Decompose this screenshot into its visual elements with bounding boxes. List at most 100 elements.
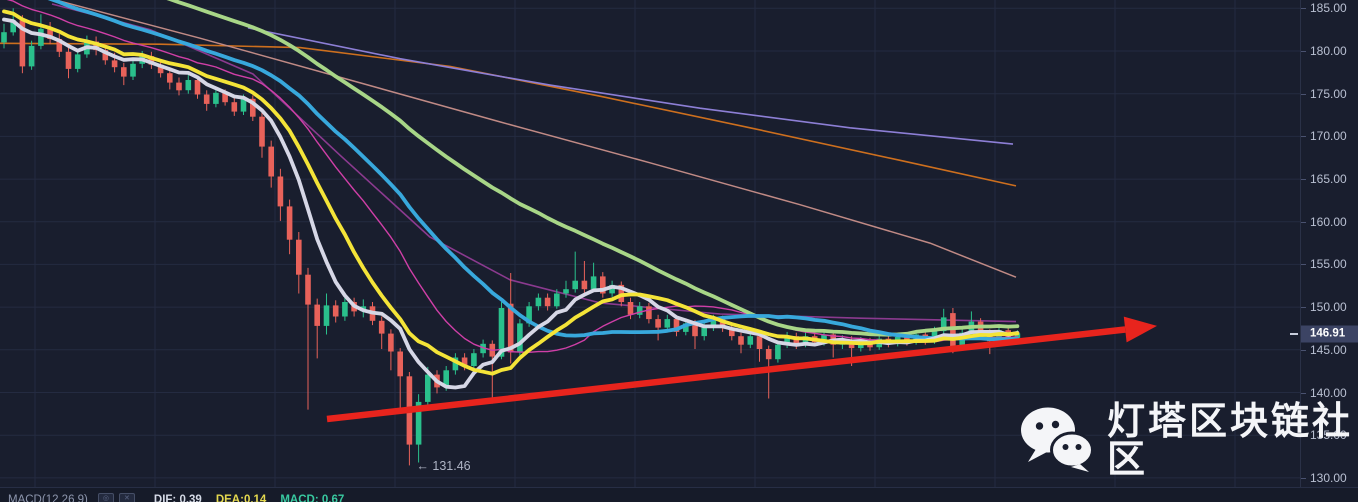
candle-body <box>378 320 385 334</box>
salmon-trend-line <box>54 0 1017 278</box>
axis-tick <box>1301 264 1306 266</box>
candle-body <box>821 334 827 343</box>
low-price-annotation: ← 131.46 <box>416 459 470 473</box>
chart-canvas[interactable]: ← 131.46 <box>0 0 1300 502</box>
ma-lines <box>2 0 1020 390</box>
candle-body <box>581 280 588 290</box>
indicator-value: DEA:0.14 <box>215 493 267 502</box>
candle-body <box>554 293 560 307</box>
axis-tick <box>1301 8 1306 10</box>
candle-body <box>176 82 182 91</box>
candle-body <box>600 276 606 294</box>
axis-label: 185.00 <box>1310 1 1347 16</box>
candle-body <box>231 102 238 112</box>
axis-label: 180.00 <box>1310 43 1347 58</box>
candle-body <box>268 146 274 177</box>
indicator-statusbar: MACD(12 26 9) ◎ ✕ DIF: 0.39 DEA:0.14 MACD:… <box>0 487 1358 502</box>
candle-body <box>793 336 800 345</box>
candle-body <box>507 303 514 353</box>
axis-tick <box>1301 136 1306 138</box>
candle-body <box>148 56 155 65</box>
macd-settings-icon[interactable]: ✕ <box>118 493 135 502</box>
MA55-line <box>166 0 1020 337</box>
candle-body <box>65 51 72 69</box>
macd-indicator-label[interactable]: MACD(12 26 9) <box>8 493 88 502</box>
indicator-value: MACD: 0.67 <box>280 493 345 502</box>
candle-body <box>729 327 735 337</box>
axis-label: 150.00 <box>1310 300 1347 315</box>
candle-body <box>323 305 330 326</box>
candle-body <box>222 92 228 103</box>
candle-body <box>47 28 53 39</box>
grid <box>0 0 1300 487</box>
candle-body <box>563 289 569 294</box>
candle-body <box>756 336 763 349</box>
candle-body <box>747 336 754 345</box>
axis-label: 135.00 <box>1310 428 1347 443</box>
candle-body <box>544 297 551 307</box>
candle-body <box>111 60 118 68</box>
candle-body <box>1 32 7 43</box>
candle-body <box>802 336 809 345</box>
candle-body <box>240 98 247 112</box>
current-price-tick <box>1290 332 1298 335</box>
axis-tick <box>1301 392 1306 394</box>
candle-body <box>683 323 689 332</box>
candle-body <box>710 319 717 328</box>
axis-tick <box>1301 307 1306 309</box>
MA20-line <box>6 0 1019 353</box>
macd-visibility-icon[interactable]: ◎ <box>97 493 114 502</box>
candle-body <box>655 319 661 328</box>
candle-body <box>719 319 726 328</box>
indicator-value: DIF: 0.39 <box>153 493 202 502</box>
candle-body <box>342 302 348 317</box>
candle-body <box>250 98 256 117</box>
axis-label: 170.00 <box>1310 129 1347 144</box>
MA12-line <box>2 9 1020 376</box>
price-axis[interactable]: 185.00 180.00 175.00 170.00 165.00 160.00 155.… <box>1300 0 1358 488</box>
candle-body <box>590 276 597 290</box>
candle-body <box>692 323 698 337</box>
candle-body <box>203 94 210 104</box>
candle-body <box>10 20 16 33</box>
candle-body <box>286 206 293 240</box>
candle-body <box>498 308 505 357</box>
candle-body <box>452 357 459 371</box>
candle-body <box>471 353 477 366</box>
axis-label: 145.00 <box>1310 342 1347 357</box>
axis-tick <box>1301 221 1306 223</box>
purple-trend-line <box>51 3 1017 323</box>
axis-tick <box>1301 179 1306 181</box>
axis-label: 130.00 <box>1310 470 1347 485</box>
violet-trend-line <box>247 27 1014 145</box>
candle-body <box>332 305 339 317</box>
candle-body <box>765 349 772 360</box>
MA7-line <box>2 17 1020 390</box>
axis-label: 175.00 <box>1310 86 1347 101</box>
candle-body <box>572 280 578 290</box>
axis-tick <box>1301 93 1306 95</box>
candle-body <box>19 20 26 67</box>
axis-tick <box>1301 435 1306 437</box>
candle-body <box>480 343 486 354</box>
candle-body <box>627 302 634 315</box>
candle-body <box>443 370 449 388</box>
candle-body <box>28 45 35 67</box>
candle-body <box>121 67 127 77</box>
candle-body <box>526 306 532 324</box>
axis-label: 160.00 <box>1310 214 1347 229</box>
candle-body <box>535 297 542 307</box>
candle-body <box>517 323 523 353</box>
candle-body <box>56 39 63 52</box>
candle-body <box>305 274 311 305</box>
candle-body <box>397 351 403 377</box>
trend-arrow <box>326 316 1157 423</box>
candle-body <box>194 80 201 95</box>
axis-label: 140.00 <box>1310 385 1347 400</box>
candle-body <box>673 319 680 332</box>
candle-body <box>259 116 265 147</box>
candle-body <box>38 28 44 46</box>
candle-body <box>775 344 781 360</box>
candle-body <box>74 54 81 69</box>
candle-body <box>664 319 671 328</box>
